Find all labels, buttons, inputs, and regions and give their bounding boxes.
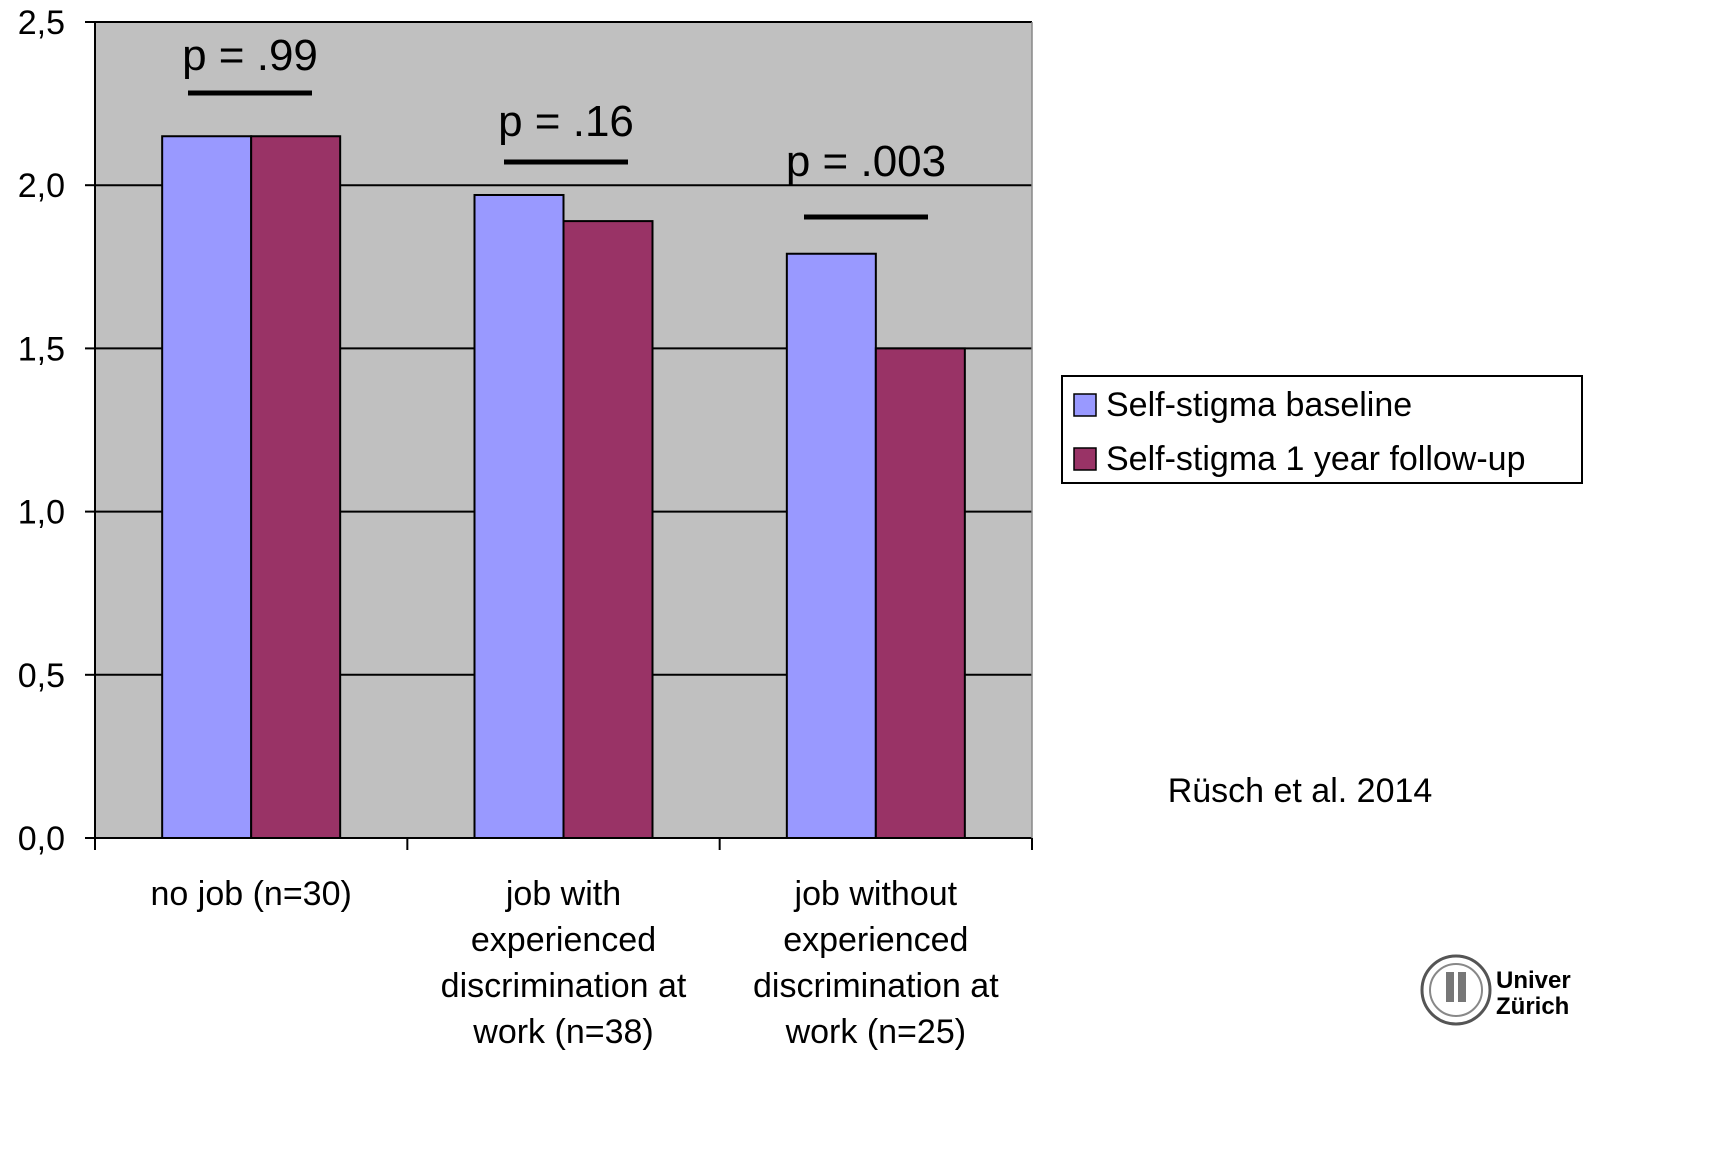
logo-text-line1: Univer [1496,967,1571,994]
seal-tower-right [1458,972,1466,1002]
x-category-label: work (n=38) [472,1013,653,1051]
p-value-annotations: p = .99 p = .16 p = .003 [182,31,946,220]
p-value-label: p = .99 [182,31,318,80]
x-category-label: discrimination at [753,967,999,1005]
axes [85,21,1033,850]
y-tick-label: 0,0 [18,820,65,858]
y-tick-label: 2,5 [18,4,65,42]
legend-box [1061,375,1583,484]
logo-text-line2: Zürich [1496,993,1569,1020]
bar-baseline-2 [785,252,877,839]
y-tick-label: 2,0 [18,167,65,205]
bars [161,135,966,840]
legend-swatch-baseline [1073,393,1097,417]
bar-baseline-0 [161,135,253,840]
seal-inner-ring [1429,963,1483,1017]
legend-swatch-followup [1073,447,1097,471]
y-tick-label: 1,5 [18,330,65,368]
x-category-label: discrimination at [441,967,687,1005]
citation: Rüsch et al. 2014 [1168,772,1433,810]
x-category-label: job with [505,875,621,913]
x-category-label: experienced [783,921,968,959]
x-category-label: job without [794,875,958,913]
x-category-labels: no job (n=30) job with experienced discrimi… [151,875,1000,1051]
y-tick-label: 0,5 [18,657,65,695]
p-value-label: p = .16 [498,97,634,146]
y-tick-labels: 0,0 0,5 1,0 1,5 2,0 2,5 [18,4,65,858]
bar-followup-2 [874,347,966,839]
legend-label-baseline: Self-stigma baseline [1106,386,1412,424]
bar-baseline-1 [473,193,565,839]
university-logo: Univer Zürich [1420,954,1571,1026]
p-value-label: p = .003 [786,137,946,186]
bar-followup-1 [562,220,654,839]
x-category-label: no job (n=30) [151,875,352,913]
seal-icon [1420,954,1492,1026]
x-category-label: experienced [471,921,656,959]
seal-tower-left [1446,972,1454,1002]
bar-followup-0 [250,135,342,840]
legend: Self-stigma baseline Self-stigma 1 year … [1061,375,1583,484]
y-tick-label: 1,0 [18,494,65,532]
legend-label-followup: Self-stigma 1 year follow-up [1106,440,1526,478]
x-category-label: work (n=25) [785,1013,966,1051]
